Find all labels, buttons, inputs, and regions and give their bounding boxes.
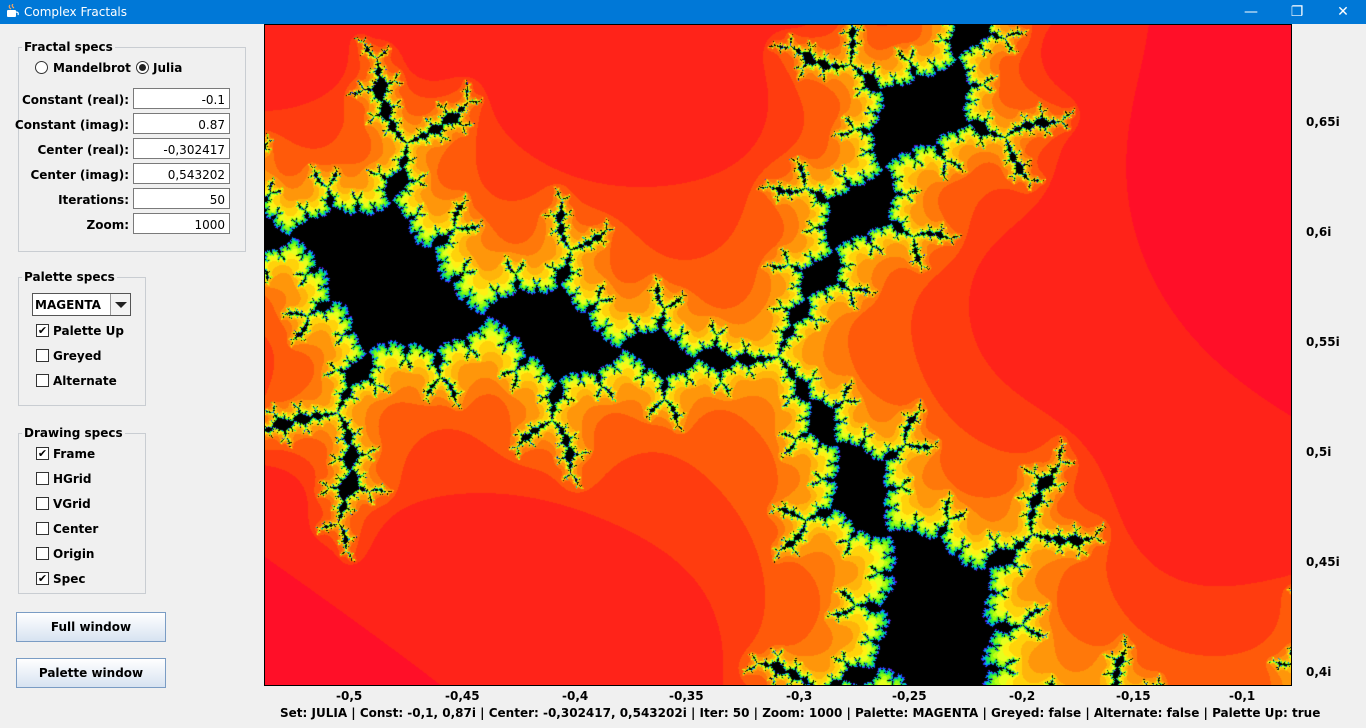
minimize-icon: — [1244, 4, 1258, 20]
constant-imag-input[interactable] [133, 113, 230, 134]
y-axis: 0,65i 0,6i 0,55i 0,5i 0,45i 0,4i [1292, 24, 1366, 686]
maximize-icon: ❐ [1290, 4, 1304, 20]
y-tick: 0,45i [1306, 555, 1340, 569]
maximize-button[interactable]: ❐ [1274, 0, 1320, 24]
fractal-canvas[interactable] [264, 24, 1292, 686]
hgrid-checkbox[interactable] [36, 472, 49, 485]
x-tick: -0,15 [1116, 689, 1151, 703]
fractal-specs-legend: Fractal specs [24, 40, 113, 54]
mandelbrot-radio[interactable] [35, 61, 48, 74]
palette-dropdown[interactable]: MAGENTA [32, 293, 131, 316]
origin-label: Origin [53, 547, 95, 561]
fractal-specs-group: Fractal specs [18, 40, 246, 252]
alternate-label: Alternate [53, 374, 117, 388]
y-tick: 0,5i [1306, 445, 1332, 459]
zoom-input[interactable] [133, 213, 230, 234]
vgrid-checkbox[interactable] [36, 497, 49, 510]
julia-radio[interactable] [136, 61, 149, 74]
greyed-label: Greyed [53, 349, 102, 363]
spec-checkbox[interactable]: ✔ [36, 572, 49, 585]
y-tick: 0,4i [1306, 665, 1332, 679]
spec-status-line: Set: JULIA | Const: -0,1, 0,87i | Center… [280, 706, 1321, 720]
x-axis: -0,5 -0,45 -0,4 -0,35 -0,3 -0,25 -0,2 -0… [264, 686, 1292, 706]
x-tick: -0,45 [445, 689, 480, 703]
palette-specs-group: Palette specs [18, 270, 146, 406]
spec-label: Spec [53, 572, 86, 586]
origin-checkbox[interactable] [36, 547, 49, 560]
palette-window-button[interactable]: Palette window [16, 658, 166, 688]
palette-up-checkbox[interactable]: ✔ [36, 324, 49, 337]
center-label: Center [53, 522, 99, 536]
greyed-checkbox[interactable] [36, 349, 49, 362]
y-tick: 0,65i [1306, 115, 1340, 129]
constant-real-input[interactable] [133, 88, 230, 109]
x-tick: -0,4 [562, 689, 589, 703]
window-title: Complex Fractals [24, 5, 128, 19]
center-imag-label: Center (imag): [30, 168, 129, 182]
palette-specs-legend: Palette specs [24, 270, 115, 284]
x-tick: -0,2 [1009, 689, 1036, 703]
center-checkbox[interactable] [36, 522, 49, 535]
title-bar: Complex Fractals — ❐ ✕ [0, 0, 1366, 24]
palette-dropdown-value: MAGENTA [35, 298, 101, 312]
zoom-label: Zoom: [86, 218, 130, 232]
full-window-button[interactable]: Full window [16, 612, 166, 642]
constant-real-label: Constant (real): [21, 93, 129, 107]
y-tick: 0,6i [1306, 225, 1332, 239]
frame-checkbox[interactable]: ✔ [36, 447, 49, 460]
frame-label: Frame [53, 447, 96, 461]
center-real-label: Center (real): [37, 143, 130, 157]
center-real-input[interactable] [133, 138, 230, 159]
minimize-button[interactable]: — [1228, 0, 1274, 24]
x-tick: -0,25 [892, 689, 927, 703]
mandelbrot-label: Mandelbrot [53, 61, 131, 75]
drawing-specs-group: Drawing specs [18, 426, 146, 594]
julia-set-image[interactable] [265, 25, 1291, 685]
close-button[interactable]: ✕ [1320, 0, 1366, 24]
julia-label: Julia [153, 61, 183, 75]
x-tick: -0,1 [1229, 689, 1256, 703]
x-tick: -0,5 [336, 689, 363, 703]
java-app-icon [7, 4, 19, 17]
iterations-label: Iterations: [58, 193, 129, 207]
vgrid-label: VGrid [53, 497, 91, 511]
y-tick: 0,55i [1306, 335, 1340, 349]
drawing-specs-legend: Drawing specs [24, 426, 123, 440]
alternate-checkbox[interactable] [36, 374, 49, 387]
chevron-down-icon[interactable] [110, 294, 130, 315]
hgrid-label: HGrid [53, 472, 92, 486]
close-icon: ✕ [1337, 4, 1349, 20]
center-imag-input[interactable] [133, 163, 230, 184]
x-tick: -0,35 [669, 689, 704, 703]
x-tick: -0,3 [786, 689, 813, 703]
palette-up-label: Palette Up [53, 324, 124, 338]
iterations-input[interactable] [133, 188, 230, 209]
constant-imag-label: Constant (imag): [14, 118, 129, 132]
